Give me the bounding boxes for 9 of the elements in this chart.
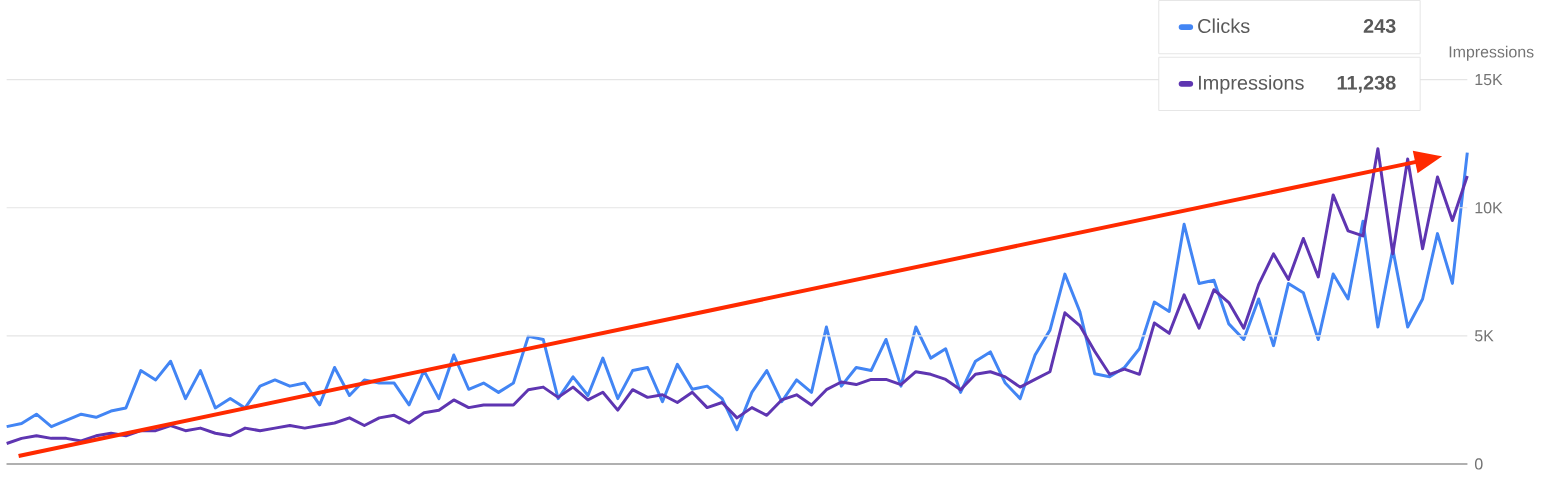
- y-tick-label: 5K: [1474, 330, 1494, 342]
- y-tick-label: 15K: [1475, 74, 1503, 86]
- y-tick-label: 10K: [1475, 202, 1503, 214]
- legend-label: Impressions: [1198, 75, 1304, 94]
- y-tick-label: 0: [1474, 458, 1483, 470]
- y-axis-title: Impressions: [1449, 45, 1534, 61]
- text: 243: [1363, 18, 1396, 34]
- legend-label: Clicks: [1198, 18, 1250, 34]
- annotation: 11,238: [1337, 75, 1396, 93]
